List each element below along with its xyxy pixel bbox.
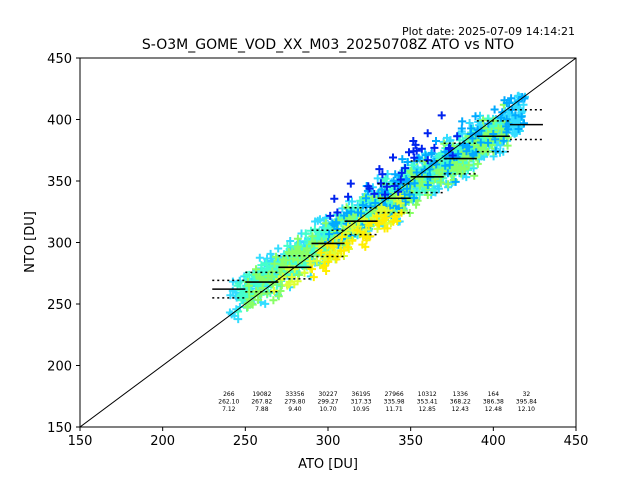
- bin-mean-6: 353.41: [417, 399, 438, 406]
- bin-std-2: 9.40: [288, 406, 302, 413]
- scatter-markers-3: [324, 93, 529, 251]
- x-tick-label-0: 150: [68, 434, 93, 449]
- bin-mean-8: 386.38: [483, 399, 504, 406]
- x-tick-label-6: 450: [564, 434, 589, 449]
- bin-mean-3: 299.27: [318, 399, 339, 406]
- bin-count-1: 19082: [252, 391, 271, 398]
- bin-count-2: 33356: [285, 391, 304, 398]
- bin-std-0: 7.12: [222, 406, 236, 413]
- bin-count-9: 32: [523, 391, 531, 398]
- bin-count-8: 164: [488, 391, 500, 398]
- y-tick-label-2: 250: [47, 298, 72, 313]
- bin-count-0: 266: [223, 391, 235, 398]
- bin-std-7: 12.43: [452, 406, 469, 413]
- y-axis-ticks: 150 200 250 300 350 400 450: [47, 52, 80, 436]
- bin-std-8: 12.48: [485, 406, 502, 413]
- bin-std-4: 10.95: [352, 406, 369, 413]
- x-tick-label-1: 200: [150, 434, 175, 449]
- scatter-markers-5: [308, 208, 406, 282]
- bin-mean-2: 279.80: [284, 399, 305, 406]
- bin-count-7: 1336: [453, 391, 468, 398]
- bin-count-3: 30227: [318, 391, 337, 398]
- bin-count-4: 36195: [352, 391, 371, 398]
- point-cluster-3: [324, 93, 529, 251]
- one-to-one-line: [80, 58, 576, 427]
- bin-mean-5: 335.98: [384, 399, 405, 406]
- bin-mean-7: 368.22: [450, 399, 471, 406]
- chart-title: S-O3M_GOME_VOD_XX_M03_20250708Z ATO vs N…: [142, 37, 514, 53]
- reference-overlay: [80, 58, 576, 427]
- x-tick-label-5: 400: [481, 434, 506, 449]
- bin-count-5: 27966: [385, 391, 404, 398]
- bin-mean-1: 267.82: [251, 399, 272, 406]
- point-cluster-5: [308, 208, 406, 282]
- y-tick-label-4: 350: [47, 175, 72, 190]
- y-tick-label-3: 300: [47, 237, 72, 252]
- x-axis-label: ATO [DU]: [298, 457, 358, 472]
- point-cluster-6: [326, 111, 462, 220]
- bin-std-5: 11.71: [386, 406, 403, 413]
- bin-std-3: 10.70: [319, 406, 336, 413]
- y-tick-label-0: 150: [47, 421, 72, 436]
- y-tick-label-5: 400: [47, 114, 72, 129]
- bin-mean-9: 395.84: [516, 399, 537, 406]
- bin-std-9: 12.10: [518, 406, 535, 413]
- x-axis-ticks: 150 200 250 300 350 400 450: [68, 427, 589, 449]
- plot-date: Plot date: 2025-07-09 14:14:21: [402, 25, 575, 38]
- scatter-markers-6: [326, 111, 462, 220]
- bin-mean-0: 262.10: [218, 399, 239, 406]
- x-tick-label-4: 350: [398, 434, 423, 449]
- y-axis-label: NTO [DU]: [23, 211, 38, 273]
- bin-std-1: 7.88: [255, 406, 269, 413]
- scatter-points: [225, 91, 529, 324]
- bin-mean-4: 317.33: [351, 399, 372, 406]
- y-tick-label-1: 200: [47, 360, 72, 375]
- y-tick-label-6: 450: [47, 52, 72, 67]
- x-tick-label-3: 300: [316, 434, 341, 449]
- bin-count-6: 10312: [418, 391, 437, 398]
- x-tick-label-2: 250: [233, 434, 258, 449]
- bin-std-6: 12.85: [419, 406, 436, 413]
